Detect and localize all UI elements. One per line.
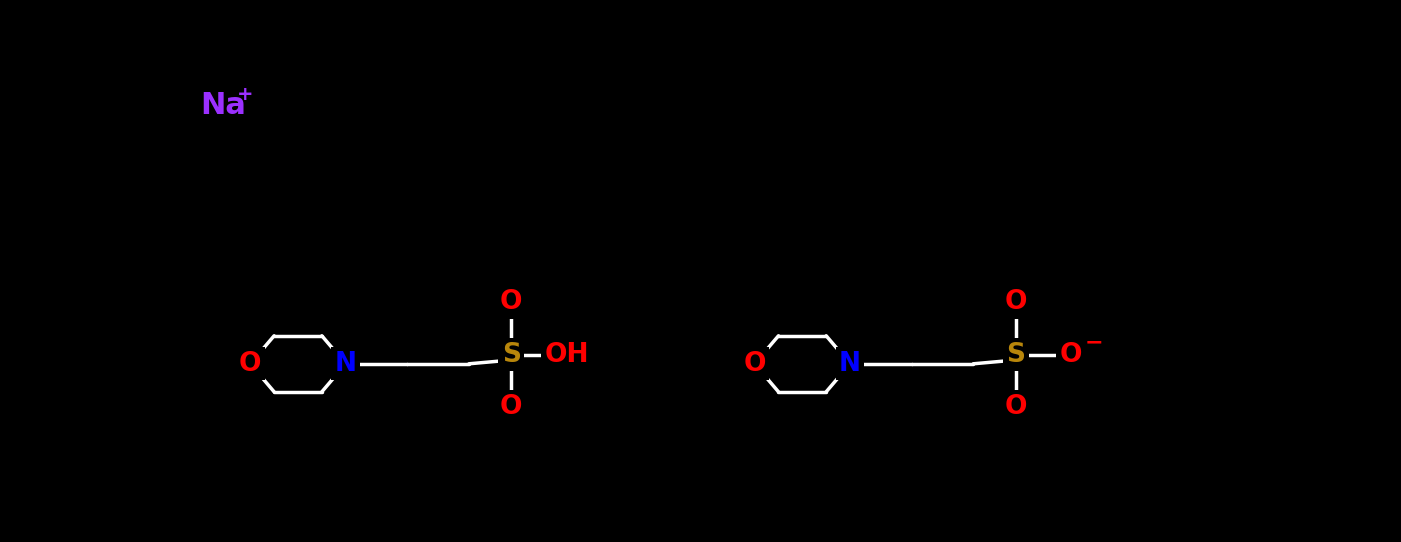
- Text: O: O: [240, 351, 262, 377]
- Text: O: O: [744, 351, 766, 377]
- Text: N: N: [839, 351, 862, 377]
- Text: N: N: [335, 351, 357, 377]
- Text: S: S: [1006, 341, 1026, 367]
- Text: Na: Na: [200, 91, 247, 120]
- Text: O: O: [1005, 394, 1027, 420]
- Text: +: +: [237, 85, 254, 104]
- Text: −: −: [1084, 332, 1104, 352]
- Text: O: O: [1059, 341, 1083, 367]
- Text: OH: OH: [545, 341, 588, 367]
- Text: O: O: [500, 394, 523, 420]
- Text: O: O: [500, 289, 523, 315]
- Text: S: S: [502, 341, 521, 367]
- Text: O: O: [1005, 289, 1027, 315]
